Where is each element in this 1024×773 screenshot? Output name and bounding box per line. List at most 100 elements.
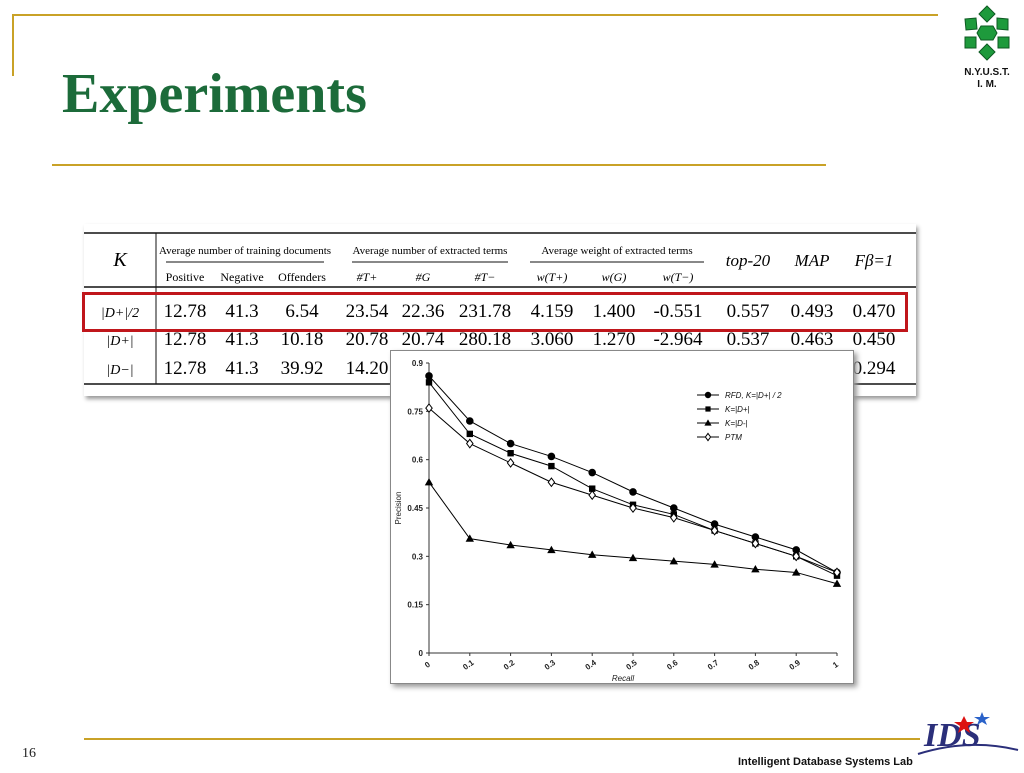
- legend-label: K=|D+|: [725, 405, 750, 414]
- data-point: [705, 406, 711, 412]
- table-cell: 0.557: [727, 301, 770, 322]
- x-tick-label: 0.1: [461, 658, 476, 672]
- data-point: [424, 478, 434, 486]
- table-cell: 12.78: [164, 301, 207, 322]
- table-cell: 6.54: [285, 301, 319, 322]
- table-cell: 0.537: [727, 329, 770, 350]
- data-point: [751, 533, 760, 541]
- row-k-label: |D+|: [106, 334, 133, 349]
- data-point: [833, 567, 841, 578]
- accent-top-line: [12, 14, 938, 16]
- data-point: [704, 391, 712, 399]
- data-point: [710, 520, 719, 528]
- sub-header-0: Positive: [166, 270, 205, 284]
- y-tick-label: 0.75: [407, 407, 423, 416]
- table-row: |D−| 12.78 41.3 39.92 14.20 0.294: [106, 358, 896, 379]
- y-tick-label: 0.9: [412, 359, 424, 368]
- legend-label: K=|D-|: [725, 419, 748, 428]
- data-point: [704, 419, 712, 426]
- ids-lab-logo: IDS: [914, 708, 1024, 768]
- y-tick-label: 0.6: [412, 456, 424, 465]
- data-point: [628, 553, 638, 562]
- series-line: [428, 481, 838, 585]
- data-point: [588, 490, 597, 501]
- data-point: [425, 379, 433, 386]
- data-point: [588, 550, 597, 558]
- data-point: [507, 450, 514, 457]
- data-point: [669, 512, 678, 523]
- table-cell: 10.18: [281, 329, 324, 350]
- data-point: [588, 468, 596, 477]
- data-point: [670, 504, 678, 512]
- x-tick-label: 0.4: [584, 658, 599, 672]
- table-cell: 20.78: [346, 329, 389, 350]
- table-cell: 0.463: [791, 329, 834, 350]
- table-cell: 12.78: [164, 358, 207, 379]
- highlight-box: [82, 292, 908, 332]
- table-cell: 41.3: [225, 329, 258, 350]
- title-underline: [52, 164, 826, 166]
- data-point: [792, 551, 801, 562]
- series-2: [424, 478, 842, 587]
- table-cell: 39.92: [281, 358, 324, 379]
- data-point: [832, 579, 842, 587]
- precision-recall-chart: 0 0.15 0.3 0.45 0.6 0.75 0.9 0 0.1 0.2 0.3 0.4 0.5 0.…: [390, 350, 854, 684]
- x-tick-label: 0.9: [788, 658, 803, 672]
- table-cell: 0.294: [853, 358, 896, 379]
- table-cell: -0.551: [653, 301, 702, 322]
- row-k-label: |D−|: [106, 363, 133, 378]
- metric-header-1: MAP: [794, 251, 830, 270]
- data-point: [506, 457, 515, 468]
- slide-title: Experiments: [62, 63, 367, 125]
- page-number: 16: [22, 746, 36, 761]
- table-cell: 0.493: [791, 301, 834, 322]
- x-tick-label: 0.8: [747, 658, 762, 672]
- ids-logo-icon: IDS: [917, 712, 1019, 755]
- x-tick-label: 0.3: [543, 658, 558, 672]
- data-point: [425, 403, 433, 414]
- series-line: [428, 382, 838, 577]
- table-cell: 0.450: [853, 329, 896, 350]
- sub-header-5: #T−: [475, 270, 496, 284]
- table-cell: -2.964: [653, 329, 703, 350]
- data-point: [751, 538, 760, 549]
- sub-header-2: Offenders: [278, 270, 326, 284]
- x-tick-label: 0.2: [502, 658, 517, 672]
- table-cell: 3.060: [531, 329, 574, 350]
- x-tick-label: 1: [831, 660, 840, 670]
- data-point: [704, 432, 712, 442]
- logo-text-line-2: I. M.: [977, 79, 997, 90]
- data-point: [547, 477, 556, 488]
- table-cell: 1.400: [593, 301, 636, 322]
- data-point: [751, 565, 760, 573]
- data-point: [425, 372, 433, 380]
- sub-header-4: #G: [416, 270, 431, 284]
- accent-bottom-line: [84, 738, 920, 740]
- legend-label: RFD, K=|D+| / 2: [725, 391, 782, 400]
- table-cell: 280.18: [459, 329, 511, 350]
- data-point: [547, 452, 556, 461]
- chart-svg: 0 0.15 0.3 0.45 0.6 0.75 0.9 0 0.1 0.2 0.3 0.4 0.5 0.…: [394, 359, 842, 683]
- table-cell: 23.54: [346, 301, 389, 322]
- data-point: [465, 438, 474, 449]
- y-tick-label: 0.15: [407, 601, 423, 610]
- legend-item: K=|D+|: [697, 405, 750, 414]
- sub-header-1: Negative: [220, 270, 263, 284]
- accent-vertical-line: [12, 14, 14, 76]
- y-tick-label: 0.3: [412, 552, 424, 561]
- data-point: [506, 439, 515, 448]
- data-point: [466, 430, 473, 438]
- data-point: [547, 545, 556, 554]
- data-point: [466, 417, 474, 425]
- data-point: [629, 488, 637, 496]
- data-point: [465, 534, 474, 542]
- k-header: K: [112, 249, 128, 271]
- series-line: [428, 375, 838, 573]
- table-cell: 41.3: [225, 301, 258, 322]
- legend-item: PTM: [697, 432, 742, 442]
- sub-header-6: w(T+): [537, 270, 568, 284]
- data-point: [548, 462, 555, 470]
- nyust-emblem-icon: [964, 5, 1010, 61]
- x-tick-label: 0.7: [706, 658, 721, 672]
- group-header-2: Average weight of extracted terms: [541, 245, 692, 257]
